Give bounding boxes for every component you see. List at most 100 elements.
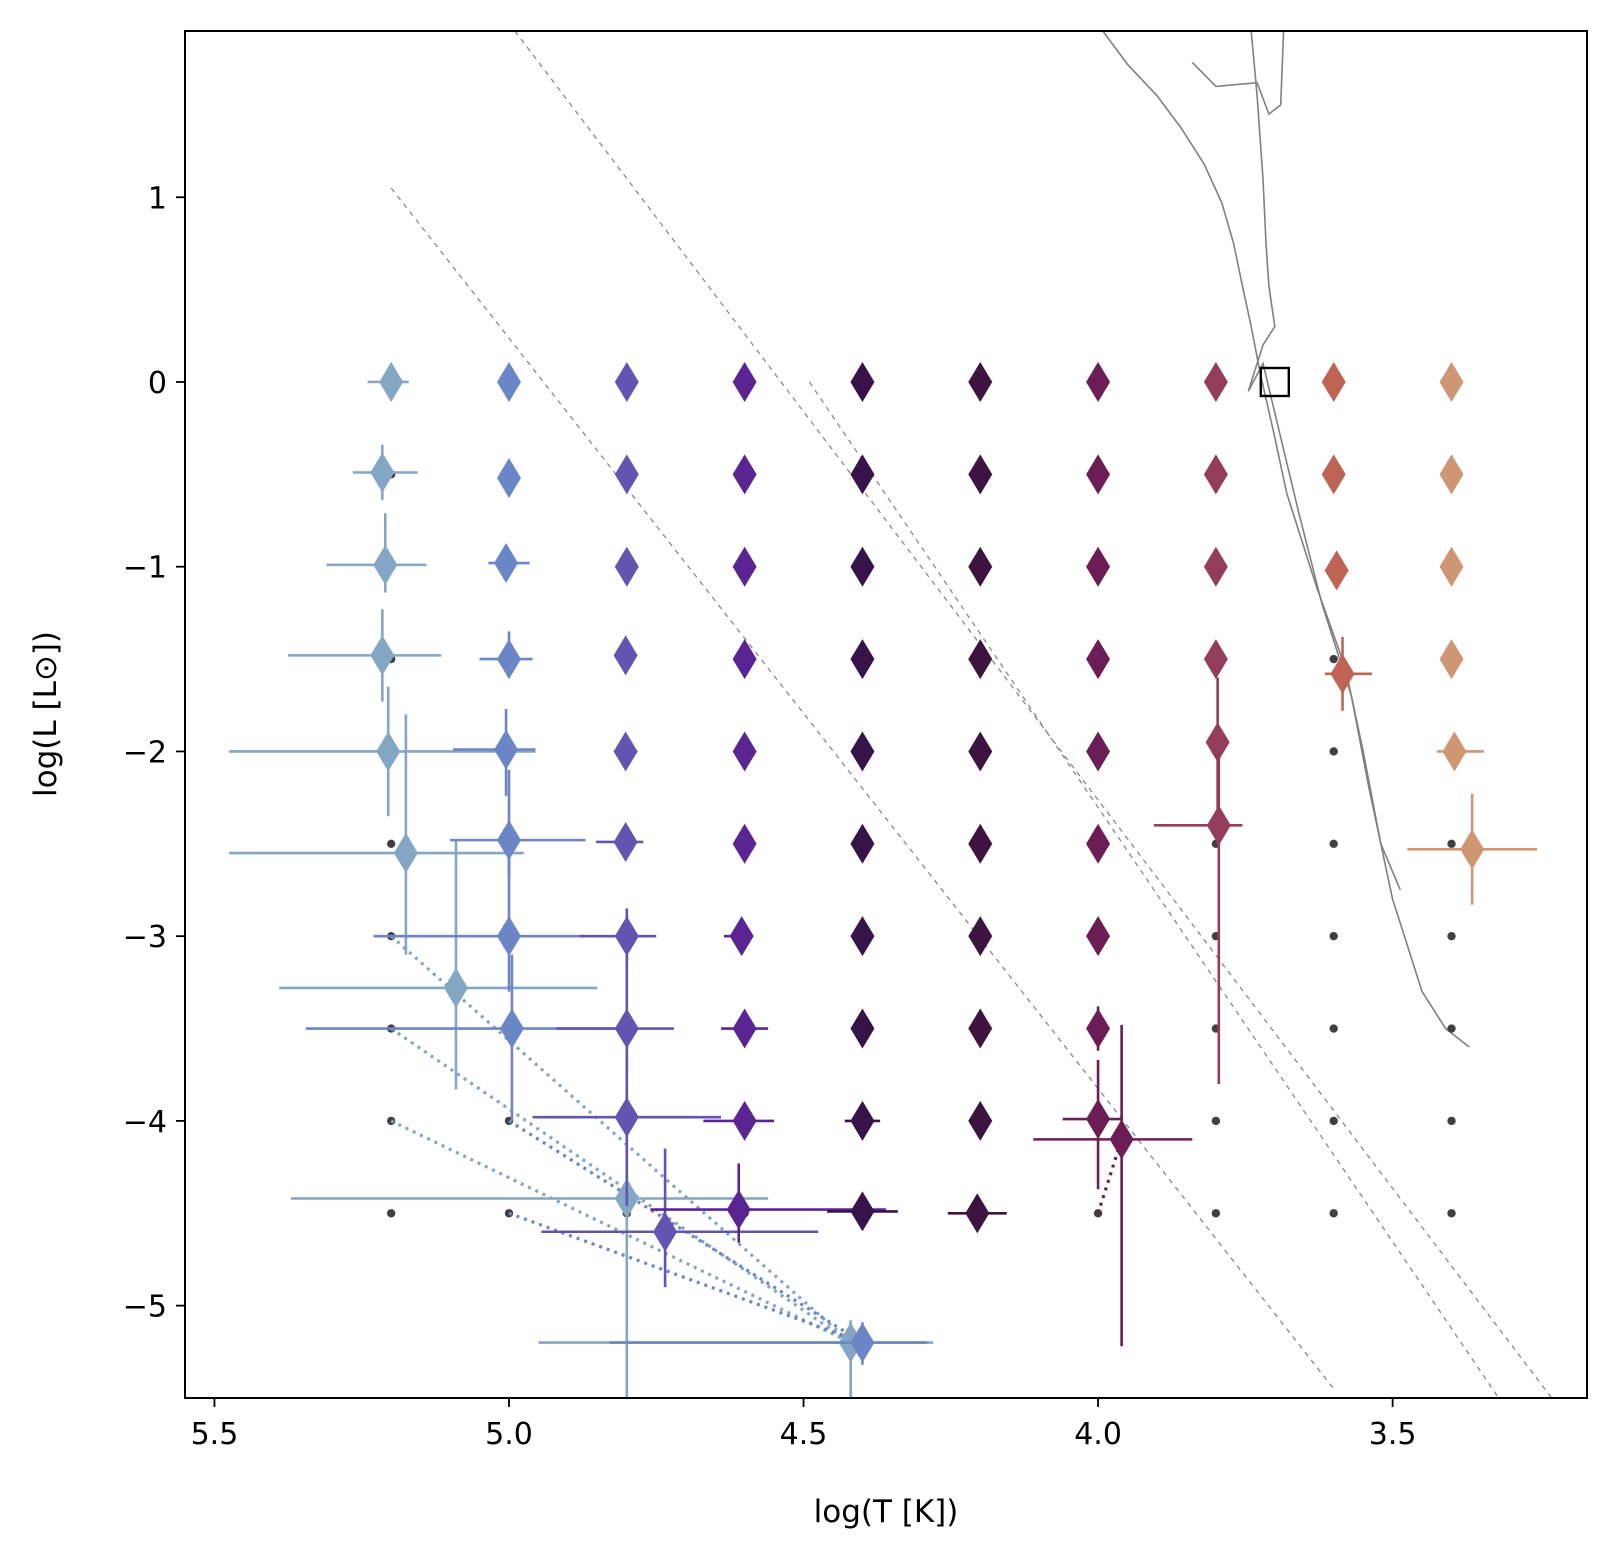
- diamond-marker: [850, 1008, 875, 1049]
- diamond-marker: [1203, 546, 1228, 587]
- diamond-marker: [850, 1191, 875, 1232]
- grid-point: [1211, 1116, 1221, 1126]
- y-tick-label: 0: [148, 366, 167, 401]
- diamond-marker: [1439, 454, 1464, 495]
- diamond-marker: [614, 361, 639, 402]
- grid-point: [1329, 747, 1338, 756]
- diamond-marker: [732, 731, 757, 772]
- diamond-marker: [1086, 731, 1111, 772]
- diamond-marker: [968, 823, 993, 864]
- x-tick-label: 5.5: [191, 1417, 239, 1452]
- diamond-marker: [1086, 1008, 1111, 1049]
- grid-point: [1329, 931, 1338, 941]
- y-tick-label: −1: [123, 551, 167, 586]
- diamond-marker: [1330, 653, 1355, 694]
- grid-point: [1447, 931, 1456, 941]
- diamond-marker: [1442, 731, 1467, 772]
- x-axis-label: log(T [K]): [814, 1494, 959, 1530]
- diamond-marker: [494, 729, 519, 770]
- diamond-marker: [1086, 1099, 1111, 1140]
- diamond-marker: [376, 731, 401, 772]
- diamond-marker: [850, 916, 875, 957]
- diamond-marker: [1086, 361, 1111, 402]
- diamond-marker: [968, 916, 993, 957]
- x-tick-label: 4.0: [1074, 1417, 1122, 1452]
- grid-point: [1329, 1024, 1338, 1033]
- diamond-marker: [968, 361, 993, 402]
- diamond-marker: [613, 731, 638, 772]
- diamond-marker: [613, 635, 638, 676]
- grid-point: [1329, 839, 1338, 849]
- connector-dotted-line: [390, 934, 852, 1344]
- y-tick-label: −3: [123, 920, 167, 955]
- diamond-marker: [1439, 639, 1464, 680]
- connector-dotted-line: [508, 1211, 863, 1345]
- diamond-marker: [968, 1100, 993, 1141]
- diamond-marker: [732, 1100, 757, 1141]
- y-tick-label: −2: [123, 735, 167, 770]
- diamond-marker: [379, 361, 404, 402]
- diamond-marker: [965, 1193, 990, 1234]
- grid-point: [1447, 839, 1456, 849]
- diamond-marker: [1439, 546, 1464, 587]
- diamond-marker: [732, 639, 757, 680]
- diamond-marker: [653, 1211, 678, 1252]
- diamond-marker: [1321, 361, 1346, 402]
- grid-point: [1447, 1209, 1456, 1218]
- diamond-marker: [1321, 454, 1346, 495]
- evolution-track-line: [1247, 31, 1470, 1048]
- diamond-marker: [850, 731, 875, 772]
- diamond-marker: [614, 454, 639, 495]
- diamond-marker: [732, 823, 757, 864]
- grid-point: [1329, 1116, 1338, 1126]
- diamond-marker: [1203, 639, 1228, 680]
- diamond-marker: [496, 820, 521, 861]
- y-tick-label: −4: [123, 1105, 167, 1140]
- diamond-marker: [1086, 916, 1111, 957]
- y-tick-label: 1: [148, 181, 167, 216]
- grid-point: [386, 839, 396, 849]
- diamond-marker: [496, 458, 521, 499]
- grid-point: [1211, 1209, 1221, 1218]
- iso-radius-line: [808, 381, 1500, 1398]
- y-axis-label: log(L [L⊙]): [28, 631, 64, 797]
- diamond-marker: [732, 454, 757, 495]
- diamond-marker: [850, 1100, 875, 1141]
- diamond-marker: [496, 361, 521, 402]
- diamond-marker: [1203, 454, 1228, 495]
- diamond-marker: [850, 1322, 875, 1363]
- diamond-marker: [499, 1008, 524, 1049]
- diamond-marker: [850, 823, 875, 864]
- diamond-marker: [1206, 805, 1231, 846]
- diamond-marker: [729, 916, 754, 957]
- diamond-marker: [968, 639, 993, 680]
- diamond-marker: [850, 639, 875, 680]
- grid-point: [1329, 1209, 1338, 1218]
- grid-point: [1447, 1024, 1456, 1033]
- diamond-marker: [732, 1008, 757, 1049]
- diamond-marker: [614, 1097, 639, 1138]
- diamond-marker: [1109, 1119, 1134, 1160]
- plot-frame: [184, 30, 1588, 1399]
- diamond-marker: [968, 454, 993, 495]
- diamond-marker: [370, 635, 395, 676]
- diamond-marker: [1203, 361, 1228, 402]
- diamond-marker: [1439, 361, 1464, 402]
- evolution-track-line: [1191, 31, 1285, 116]
- diamond-marker: [370, 452, 395, 493]
- diamond-marker: [732, 361, 757, 402]
- x-tick-label: 5.0: [485, 1417, 533, 1452]
- diamond-marker: [1086, 454, 1111, 495]
- x-axis: 5.5 5.0 4.5 4.0 3.5: [191, 1398, 1416, 1452]
- y-tick-label: −5: [123, 1290, 167, 1325]
- diamond-marker: [494, 543, 519, 584]
- x-tick-label: 4.5: [780, 1417, 828, 1452]
- diamond-marker: [968, 731, 993, 772]
- diamond-marker: [614, 546, 639, 587]
- diamond-marker: [726, 1189, 751, 1230]
- grid-point: [1447, 1116, 1456, 1126]
- diamond-marker: [1086, 546, 1111, 587]
- diamond-marker: [496, 916, 521, 957]
- diamond-marker: [496, 639, 521, 680]
